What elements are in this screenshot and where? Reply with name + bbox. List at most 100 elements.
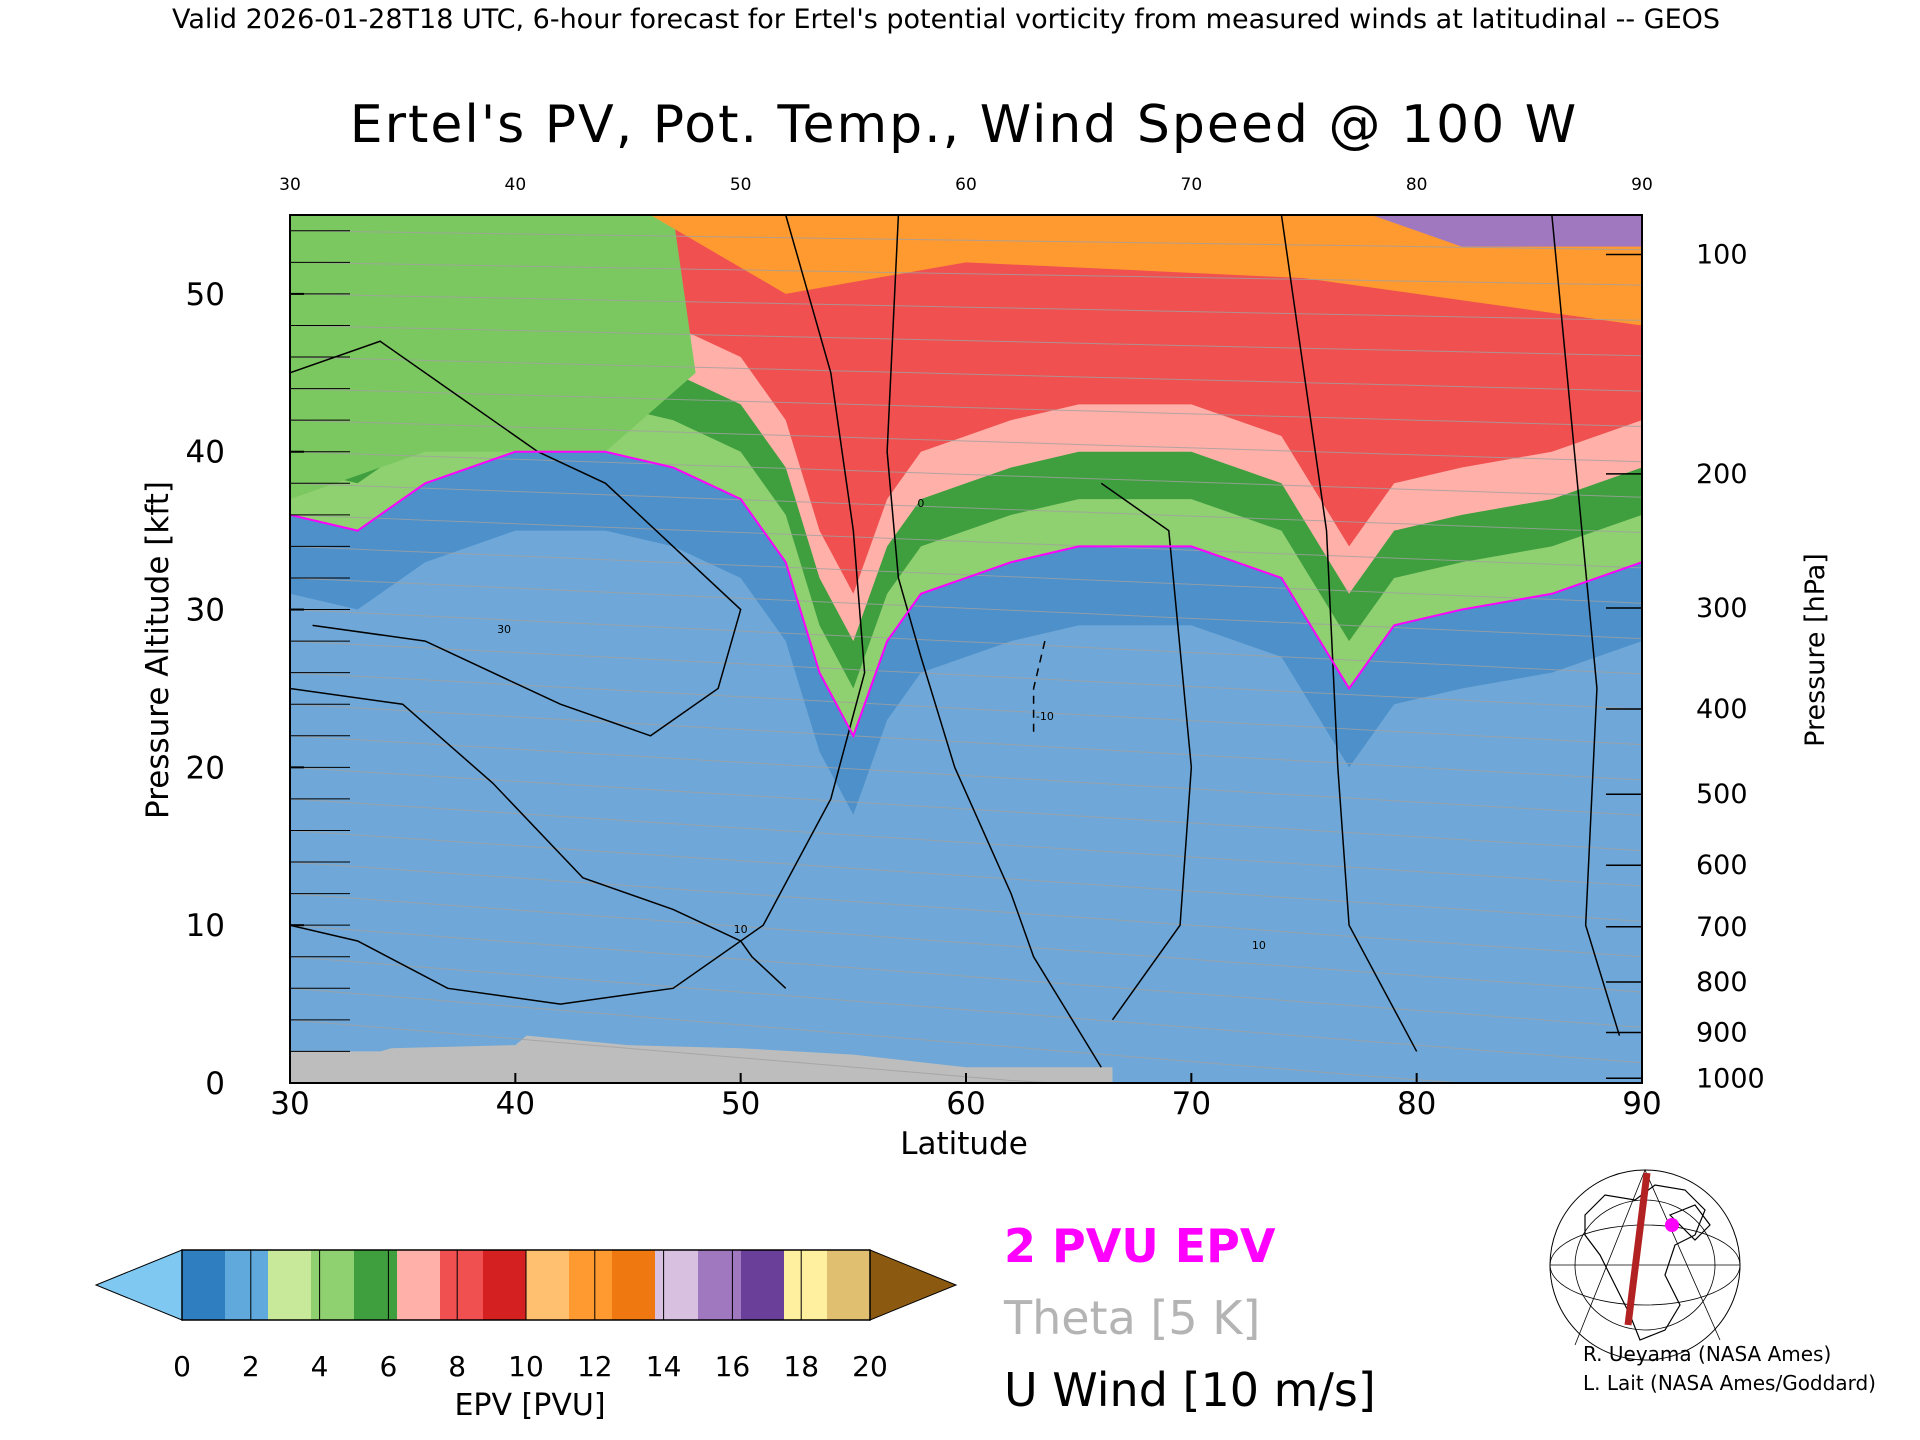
theta-contour [290,640,1642,710]
pressure-tick-label: 200 [1696,459,1748,490]
wind-contour-4 [290,340,742,737]
colorbar-label: EPV [PVU] [454,1388,605,1423]
pressure-tick-label: 400 [1696,694,1748,725]
credit-line-2: L. Lait (NASA Ames/Goddard) [1583,1371,1876,1395]
y-tick-label: 50 [186,277,225,313]
theta-contour [290,798,1642,887]
theta-contour [290,924,1642,1028]
colorbar-tick-label: 18 [783,1350,819,1383]
x-top-tick-label: 80 [1406,175,1428,195]
theta-contour [290,672,1642,746]
theta-contour [290,230,1642,251]
wind-contour-label: 30 [497,623,511,636]
pv-shading [290,215,1642,1083]
colorbar-tick-label: 16 [715,1350,751,1383]
high-pv-troposphere-band [290,451,1642,815]
wind-contour-label: 10 [1252,939,1266,952]
wind-contour-6 [1551,215,1621,1036]
legend: 2 PVU EPV Theta [5 K] U Wind [10 m/s] [1003,1219,1376,1417]
colorbar-tick-label: 4 [311,1350,329,1383]
colorbar-swatch [569,1250,613,1320]
wind-contour-label: -10 [1036,710,1054,723]
theta-contour [290,545,1642,604]
legend-item-pv: 2 PVU EPV [1004,1219,1276,1273]
colorbar-arrow-high [869,1249,958,1321]
wind-contour-0 [290,215,866,1005]
theta-contour [290,703,1642,781]
theta-contour [290,609,1642,675]
colorbar-tick-label: 20 [852,1350,888,1383]
wind-contour-5 [290,687,787,989]
y-axis-label: Pressure Altitude [kft] [140,481,176,819]
y-tick-label: 20 [186,750,225,786]
colorbar-swatch [655,1250,699,1320]
theta-contour [290,735,1642,816]
wind-contour-negative [1032,640,1046,736]
wind-contour-label: 10 [734,923,748,936]
theta-contour [290,482,1642,533]
pv-band-subtropical [290,215,696,500]
colorbar-tick-label: 6 [379,1350,397,1383]
x-top-tick-label: 40 [505,175,527,195]
pressure-tick-label: 600 [1696,850,1748,881]
theta-contour [290,766,1642,852]
colorbar-swatch [483,1250,527,1320]
x-tick-label: 50 [721,1086,760,1122]
x-tick-label: 40 [496,1086,535,1122]
wind-contour-2 [1100,482,1193,1021]
x-tick-label: 70 [1172,1086,1211,1122]
colorbar-tick-label: 2 [242,1350,260,1383]
theta-contour [290,325,1642,357]
wind-contour-1 [886,215,1102,1068]
x-top-tick-label: 70 [1181,175,1203,195]
colorbar-tick-label: 8 [448,1350,466,1383]
theta-contour [290,388,1642,427]
pressure-tick-label: 800 [1696,967,1748,998]
x-top-tick-label: 50 [730,175,752,195]
colorbar-swatch [182,1250,226,1320]
y-tick-label: 10 [186,908,225,944]
legend-item-theta: Theta [5 K] [1003,1291,1260,1345]
colorbar-swatch [526,1250,570,1320]
colorbar-swatch [741,1250,785,1320]
y-tick-label: 0 [205,1066,225,1102]
theta-contour [290,293,1642,321]
pressure-tick-label: 900 [1696,1017,1748,1048]
colorbar-swatch [311,1250,355,1320]
theta-contour [290,356,1642,392]
inset-map [1549,1169,1741,1361]
colorbar-swatch [225,1250,269,1320]
pv-band-orange [650,215,1642,326]
x-axis-bottom: 30 40 50 60 70 80 90 [270,1073,1662,1122]
colorbar-swatch [354,1250,398,1320]
theta-contour [290,261,1642,286]
colorbar-swatch [440,1250,484,1320]
pressure-tick-label: 500 [1696,779,1748,810]
colorbar: 0 2 4 6 8 10 12 14 16 18 20 EPV [PVU] [94,1249,958,1423]
colorbar-swatch [268,1250,312,1320]
colorbar-frame [181,1249,871,1321]
x-axis-label: Latitude [900,1126,1028,1162]
credit-line-1: R. Ueyama (NASA Ames) [1583,1342,1831,1366]
theta-contour [290,577,1642,640]
x-tick-label: 90 [1622,1086,1661,1122]
colorbar-swatches [94,1249,958,1321]
colorbar-swatch [784,1250,828,1320]
x-top-tick-label: 90 [1631,175,1653,195]
x-tick-label: 80 [1397,1086,1436,1122]
theta-contour [290,893,1642,993]
x-tick-label: 60 [946,1086,985,1122]
tropopause-line [290,450,1642,739]
wind-contours: 30 10 0 10 -10 [290,215,1621,1068]
colorbar-arrow-low [94,1249,183,1321]
theta-contour [290,419,1642,463]
colorbar-swatch [698,1250,742,1320]
colorbar-ticks: 0 2 4 6 8 10 12 14 16 18 20 [173,1350,888,1383]
legend-item-wind: U Wind [10 m/s] [1004,1363,1376,1417]
colorbar-swatch [612,1250,656,1320]
colorbar-tick-label: 14 [646,1350,682,1383]
y-axis-right: 100 200 300 400 500 600 700 800 900 1000 [1606,239,1765,1094]
pv-band-purple [1371,215,1642,247]
colorbar-swatch [397,1250,441,1320]
